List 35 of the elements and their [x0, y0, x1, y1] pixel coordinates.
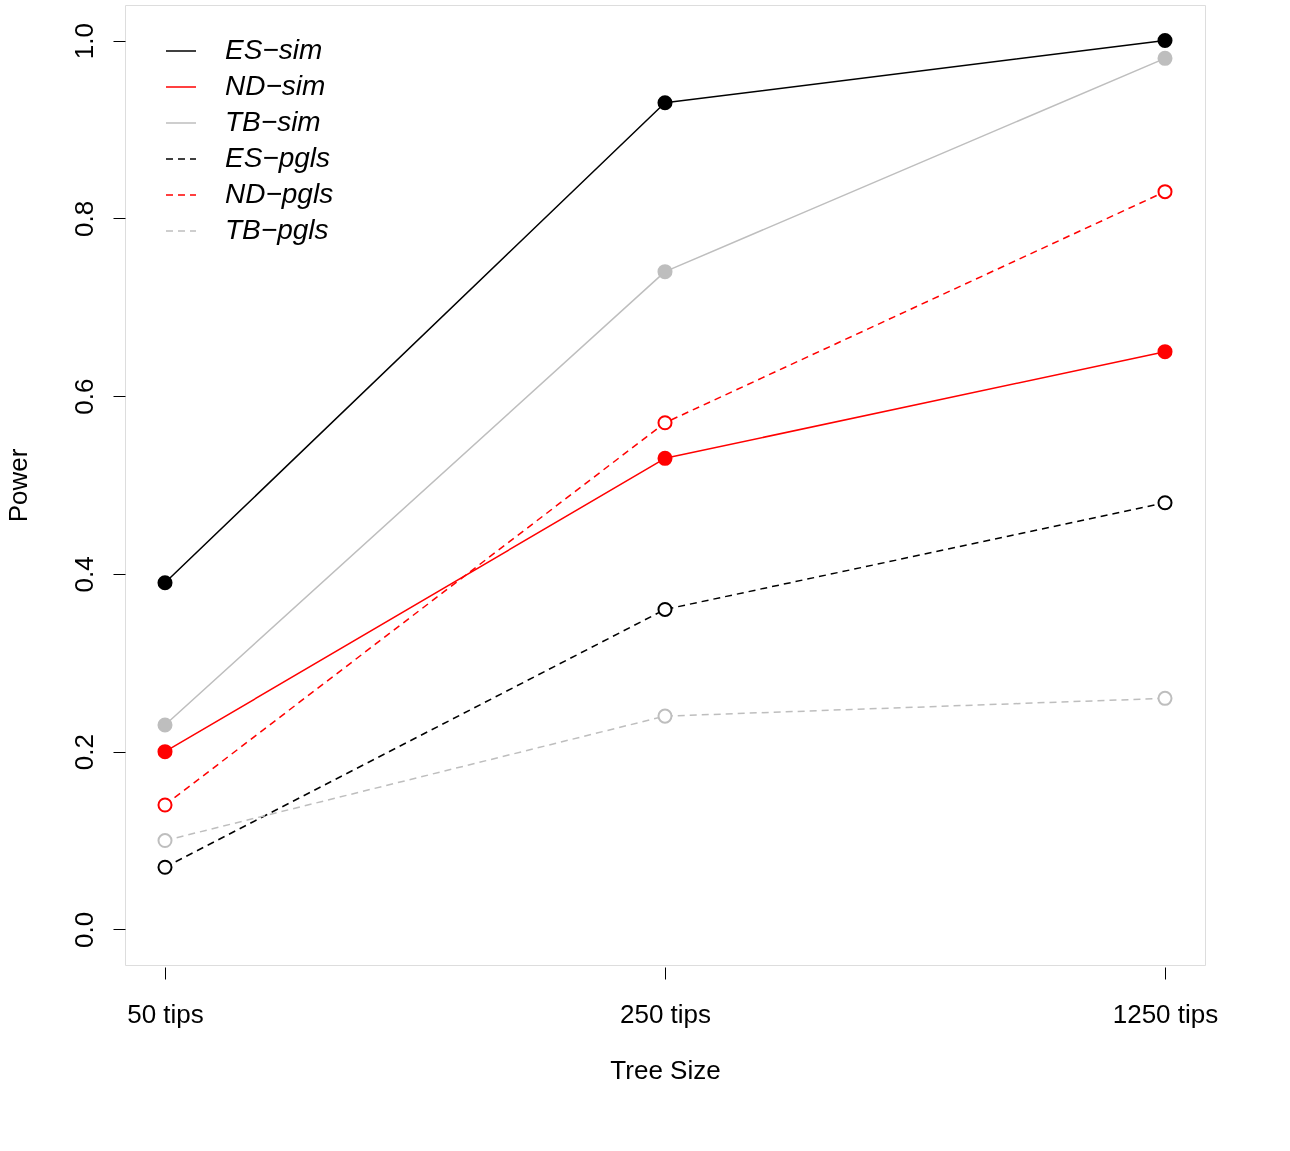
y-tick-label: 0.6 [68, 378, 99, 415]
y-tick-label: 0.4 [68, 556, 99, 593]
point [657, 264, 673, 280]
legend-label: ES−sim [225, 34, 323, 65]
point [657, 450, 673, 466]
point [657, 415, 673, 431]
y-tick-label: 0.2 [68, 734, 99, 771]
x-tick-label: 250 tips [619, 998, 712, 1029]
point [657, 95, 673, 111]
y-tick-label: 0.8 [68, 200, 99, 237]
point [657, 708, 673, 724]
point [157, 575, 173, 591]
point [1157, 184, 1173, 200]
legend-label: TB−pgls [225, 214, 329, 245]
legend-label: ES−pgls [225, 142, 331, 173]
point [1157, 50, 1173, 66]
point [1157, 690, 1173, 706]
point [157, 833, 173, 849]
legend-label: ND−pgls [225, 178, 334, 209]
x-axis-title: Tree Size [610, 1054, 721, 1085]
y-tick-label: 1.0 [68, 22, 99, 60]
point [1157, 495, 1173, 511]
legend-label: TB−sim [225, 106, 321, 137]
point [157, 744, 173, 760]
y-axis-title: Power [2, 448, 33, 523]
legend-label: ND−sim [225, 70, 326, 101]
point [657, 601, 673, 617]
x-tick-label: 1250 tips [1112, 998, 1219, 1029]
x-tick-label: 50 tips [127, 998, 204, 1029]
point [1157, 33, 1173, 49]
point [157, 717, 173, 733]
point [1157, 344, 1173, 360]
y-tick-label: 0.0 [68, 911, 99, 949]
point [157, 797, 173, 813]
point [157, 859, 173, 875]
